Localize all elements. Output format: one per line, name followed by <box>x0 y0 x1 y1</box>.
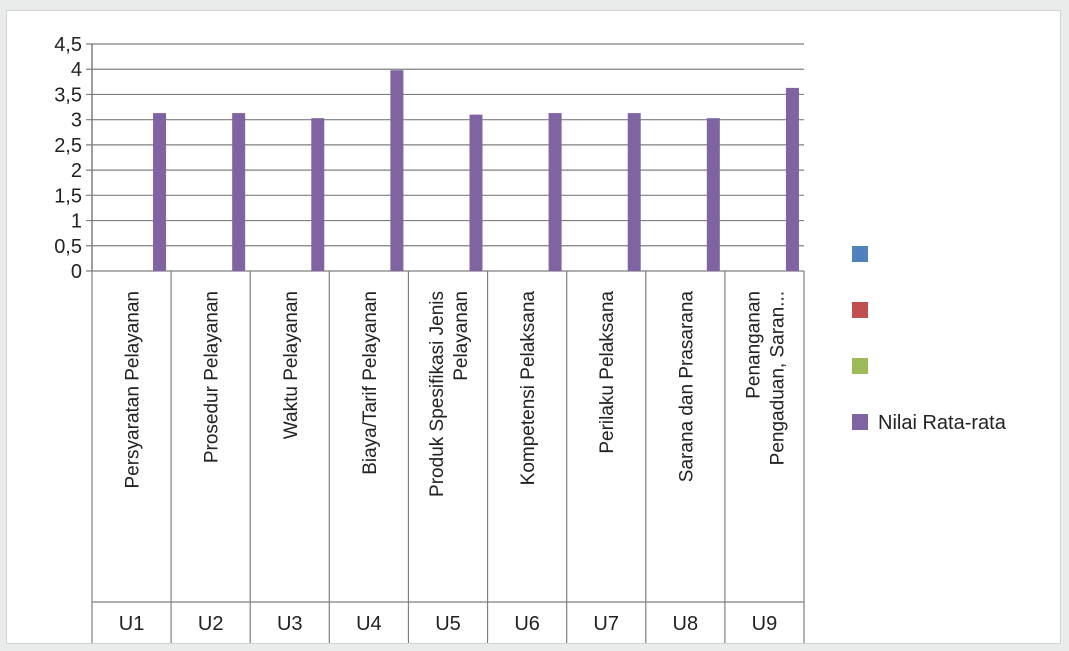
y-tick-label: 0 <box>71 261 82 283</box>
legend-swatch <box>852 414 868 430</box>
y-tick-label: 2 <box>71 160 82 182</box>
bar-u9 <box>785 87 799 272</box>
category-code: U8 <box>673 613 699 635</box>
category-label: Prosedur Pelayanan <box>202 291 223 463</box>
category-label: Sarana dan Prasarana <box>676 291 697 483</box>
category-label: Pelayanan <box>451 291 472 381</box>
category-label: Biaya/Tarif Pelayanan <box>360 291 381 475</box>
category-code: U9 <box>752 613 778 635</box>
category-code: U5 <box>435 613 461 635</box>
y-tick-label: 1,5 <box>54 185 82 207</box>
category-label: Pengaduan, Saran... <box>767 291 788 465</box>
category-code: U7 <box>593 613 619 635</box>
y-tick-label: 3,5 <box>54 84 82 106</box>
bar-u3 <box>311 118 325 271</box>
category-label: Kompetensi Pelaksana <box>518 291 539 486</box>
category-label: Produk Spesifikasi Jenis <box>427 291 448 497</box>
bar-u5 <box>469 114 483 271</box>
bar-u1 <box>153 113 167 271</box>
category-label: Penanganan <box>743 291 764 399</box>
category-code: U3 <box>277 613 303 635</box>
legend-label: Nilai Rata-rata <box>878 412 1007 434</box>
y-tick-label: 1 <box>71 211 82 233</box>
y-tick-label: 2,5 <box>54 135 82 157</box>
chart-frame: 0 0,5 1 1,5 2 2,5 3 3,5 4 4,5 Persyaratan Pelayana… <box>6 10 1061 644</box>
category-label: Perilaku Pelaksana <box>597 291 618 454</box>
legend-swatch <box>852 302 868 318</box>
bar-u8 <box>706 118 720 271</box>
category-code: U2 <box>198 613 224 635</box>
legend-swatch <box>852 246 868 262</box>
category-label: Waktu Pelayanan <box>281 291 302 439</box>
bar-u6 <box>548 113 562 271</box>
bar-chart: 0 0,5 1 1,5 2 2,5 3 3,5 4 4,5 Persyaratan Pelayana… <box>54 34 1007 643</box>
y-tick-label: 3 <box>71 110 82 132</box>
category-label: Persyaratan Pelayanan <box>123 291 144 489</box>
y-tick-label: 4 <box>71 59 82 81</box>
bar-u2 <box>232 113 246 271</box>
y-tick-label: 0,5 <box>54 236 82 258</box>
bar-u4 <box>390 70 404 271</box>
y-tick-label: 4,5 <box>54 34 82 56</box>
category-code: U6 <box>514 613 540 635</box>
category-code: U4 <box>356 613 382 635</box>
bar-u7 <box>627 113 641 271</box>
category-code: U1 <box>119 613 145 635</box>
legend-swatch <box>852 358 868 374</box>
